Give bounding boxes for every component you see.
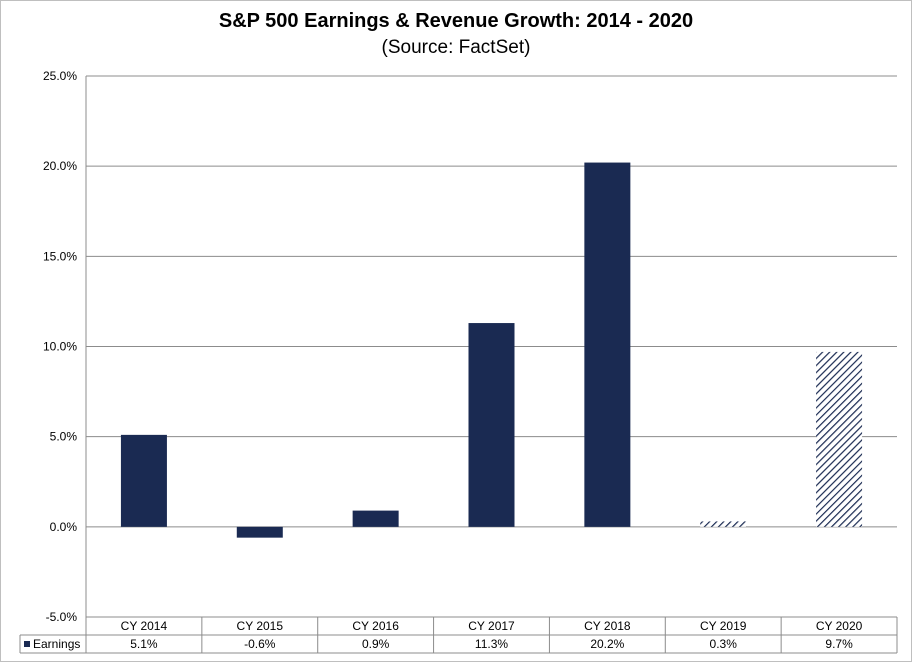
bar-cy-2020 <box>816 351 863 527</box>
data-label: -0.6% <box>244 637 276 651</box>
data-label: 5.1% <box>130 637 158 651</box>
y-tick-label: 0.0% <box>50 520 78 534</box>
bars <box>120 162 863 538</box>
data-label: 11.3% <box>475 637 508 651</box>
y-tick-label: 20.0% <box>43 159 77 173</box>
data-label: 0.9% <box>362 637 390 651</box>
bar-cy-2015 <box>236 526 283 538</box>
x-tick-label: CY 2016 <box>352 619 399 633</box>
legend-swatch <box>24 641 30 647</box>
y-tick-label: 10.0% <box>43 340 77 354</box>
data-label: 0.3% <box>710 637 738 651</box>
y-tick-label: 15.0% <box>43 249 77 263</box>
y-axis-ticks: -5.0% 0.0% 5.0% 10.0% 15.0% 20.0% 25.0% <box>43 69 77 624</box>
x-tick-label: CY 2015 <box>237 619 284 633</box>
y-tick-label: 25.0% <box>43 69 77 83</box>
chart-title: S&P 500 Earnings & Revenue Growth: 2014 … <box>218 10 694 32</box>
x-tick-label: CY 2014 <box>121 619 168 633</box>
y-tick-label: -5.0% <box>46 610 78 624</box>
y-tick-label: 5.0% <box>50 430 78 444</box>
x-tick-label: CY 2017 <box>468 619 515 633</box>
bar-cy-2016 <box>352 510 399 527</box>
data-label: 20.2% <box>590 637 624 651</box>
data-label: 9.7% <box>825 637 853 651</box>
bar-cy-2014 <box>120 434 167 527</box>
x-tick-label: CY 2018 <box>584 619 631 633</box>
legend-label: Earnings <box>33 637 80 651</box>
data-table: CY 2014 5.1% CY 2015 -0.6% CY 2016 0.9% CY 201… <box>19 616 898 654</box>
x-tick-label: CY 2019 <box>700 619 747 633</box>
bar-cy-2019 <box>700 521 747 527</box>
bar-cy-2017 <box>468 323 515 527</box>
bar-cy-2018 <box>584 162 631 527</box>
chart-subtitle: (Source: FactSet) <box>381 37 531 58</box>
x-tick-label: CY 2020 <box>816 619 863 633</box>
